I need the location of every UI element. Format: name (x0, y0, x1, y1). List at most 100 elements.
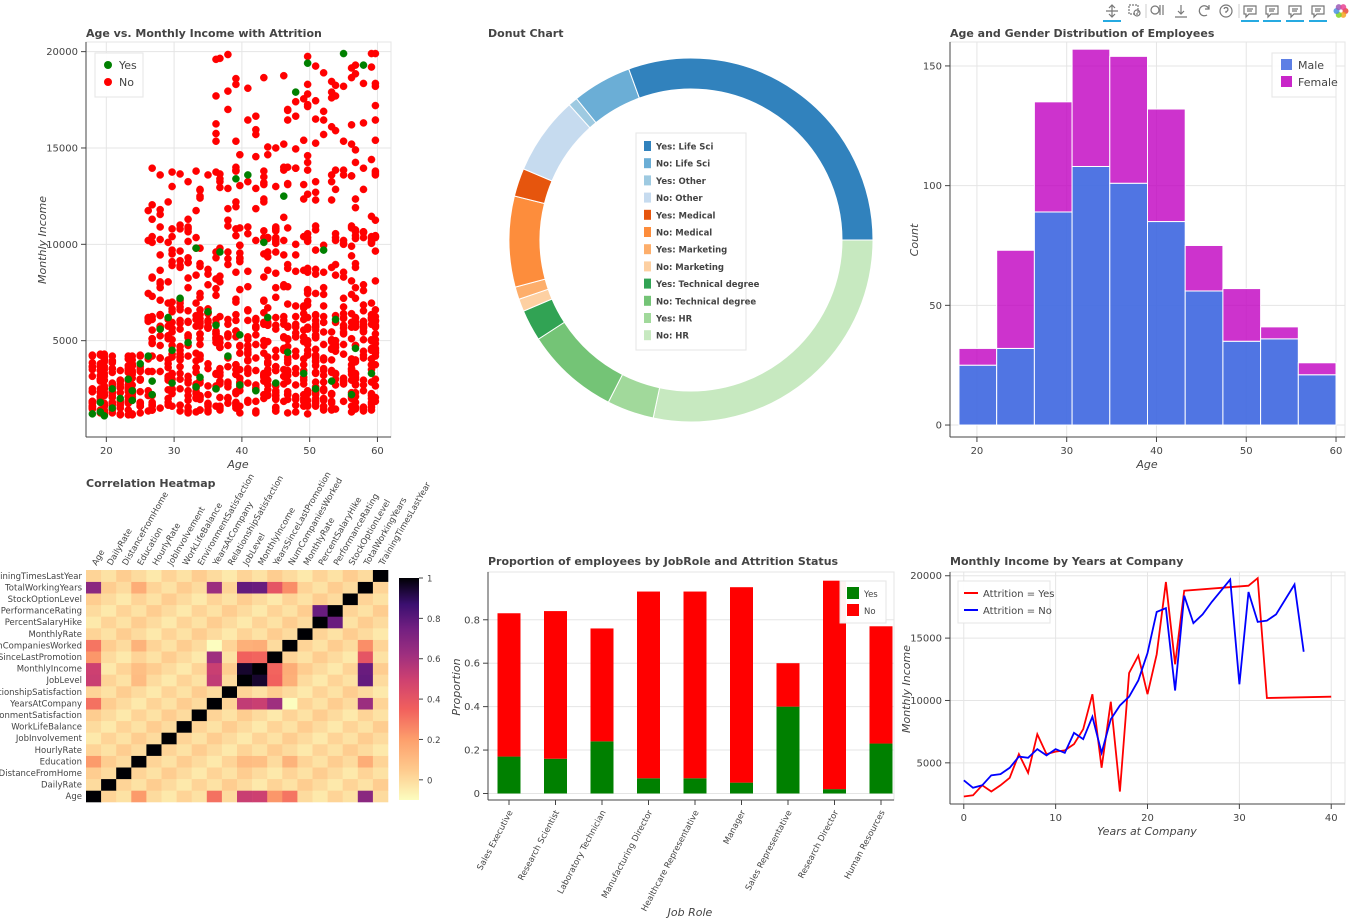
heatmap-cell (86, 755, 102, 768)
scatter-point-no (311, 96, 320, 105)
scatter-point-no (164, 394, 172, 403)
heatmap-cell (267, 744, 283, 756)
donut-legend-swatch (644, 313, 651, 323)
heatmap-cell (206, 639, 223, 652)
scatter-point-no (204, 171, 212, 179)
histogram-x-tick-label: 60 (1330, 446, 1343, 457)
histogram-legend-swatch (1281, 59, 1292, 70)
heatmap-cell (191, 570, 208, 582)
stacked-y-tick-label: 0 (474, 789, 480, 800)
scatter-point-no (271, 353, 280, 361)
scatter-point-no (279, 236, 288, 245)
hover-icon (1309, 5, 1327, 22)
heatmap-cell (146, 778, 162, 791)
heatmap-cell (191, 686, 208, 698)
save-icon-glyph (1175, 5, 1187, 18)
scatter-legend-swatch (104, 78, 112, 86)
scatter-point-no (204, 382, 212, 390)
scatter-point-no (136, 375, 145, 383)
heatmap-cell (237, 686, 253, 698)
scatter-point-no (263, 304, 272, 312)
scatter-point-no (164, 278, 172, 286)
scatter-point-no (331, 166, 340, 174)
heatmap-cell (221, 639, 238, 652)
scatter-point-yes (331, 315, 340, 324)
line-series-no (963, 577, 1305, 789)
wheel-zoom-icon (1150, 5, 1164, 15)
scatter-point-no (367, 299, 376, 307)
scatter-point-no (148, 401, 156, 410)
scatter-point-no (339, 239, 348, 248)
scatter-point-no (347, 172, 356, 180)
scatter-point-no (319, 318, 328, 327)
heatmap-cell (282, 709, 298, 722)
histogram-y-label: Count (908, 223, 921, 256)
scatter-point-no (359, 227, 368, 236)
heatmap-cell (86, 593, 102, 606)
heatmap-cell (297, 732, 313, 745)
heatmap-cell (176, 674, 192, 687)
scatter-point-no (176, 325, 184, 333)
heatmap-cell (86, 581, 102, 594)
scatter-point-no (116, 366, 125, 375)
stacked-y-tick-label: 0.2 (464, 746, 480, 757)
scatter-point-no (244, 84, 252, 93)
stacked-x-tick-label: Laboratory Technician (556, 809, 609, 896)
scatter-point-yes (279, 192, 288, 200)
scatter-point-no (124, 411, 133, 419)
heatmap-cell (297, 570, 313, 582)
scatter-point-no (184, 177, 192, 186)
heatmap-cell (297, 662, 313, 675)
heatmap-cell (131, 686, 147, 698)
heatmap-cell (176, 720, 192, 733)
scatter-point-yes (136, 359, 145, 368)
scatter-point-no (339, 137, 348, 146)
heatmap-cell (101, 744, 117, 756)
scatter-point-no (271, 325, 280, 333)
scatter-point-no (156, 404, 164, 412)
stacked-bar-no (776, 663, 800, 707)
stacked-y-tick-label: 0.4 (464, 702, 480, 713)
line-x-tick-label: 20 (1141, 813, 1154, 824)
heatmap-cell (191, 755, 208, 768)
heatmap-cell (312, 790, 328, 803)
scatter-point-no (156, 354, 164, 362)
heatmap-cell (161, 755, 177, 768)
scatter-point-no (331, 336, 340, 345)
scatter-point-no (224, 105, 232, 114)
scatter-point-yes (303, 59, 312, 67)
heatmap-cell (237, 570, 253, 582)
scatter-point-no (144, 316, 153, 325)
heatmap-cell (221, 732, 238, 745)
stacked-legend-label: Yes (863, 590, 878, 600)
scatter-point-no (184, 352, 192, 360)
scatter-point-yes (351, 344, 360, 353)
heatmap-cell (372, 732, 389, 745)
scatter-point-no (260, 178, 268, 187)
heatmap-cell (372, 744, 389, 756)
scatter-point-no (303, 313, 312, 322)
heatmap-cell (101, 686, 117, 698)
scatter-point-no (327, 122, 336, 131)
heatmap-cell (131, 697, 147, 710)
heatmap-cell (267, 593, 283, 606)
scatter-point-no (136, 367, 145, 376)
hover-icon-glyph (1265, 5, 1279, 19)
scatter-point-no (192, 167, 200, 175)
heatmap-cell (176, 581, 192, 594)
heatmap-cell (161, 697, 177, 710)
heatmap-cell (191, 709, 208, 722)
heatmap-cell (101, 604, 117, 617)
scatter-point-no (319, 406, 328, 414)
scatter-point-no (232, 295, 240, 304)
scatter-point-no (283, 180, 292, 189)
stacked-bars (497, 580, 893, 794)
heatmap-cell (267, 767, 283, 780)
scatter-point-no (299, 326, 308, 334)
heatmap-cell (131, 628, 147, 640)
scatter-point-no (148, 201, 156, 209)
scatter-point-no (279, 380, 288, 388)
scatter-point-no (168, 246, 176, 254)
heatmap-cell (342, 616, 359, 629)
scatter-point-no (279, 71, 288, 80)
